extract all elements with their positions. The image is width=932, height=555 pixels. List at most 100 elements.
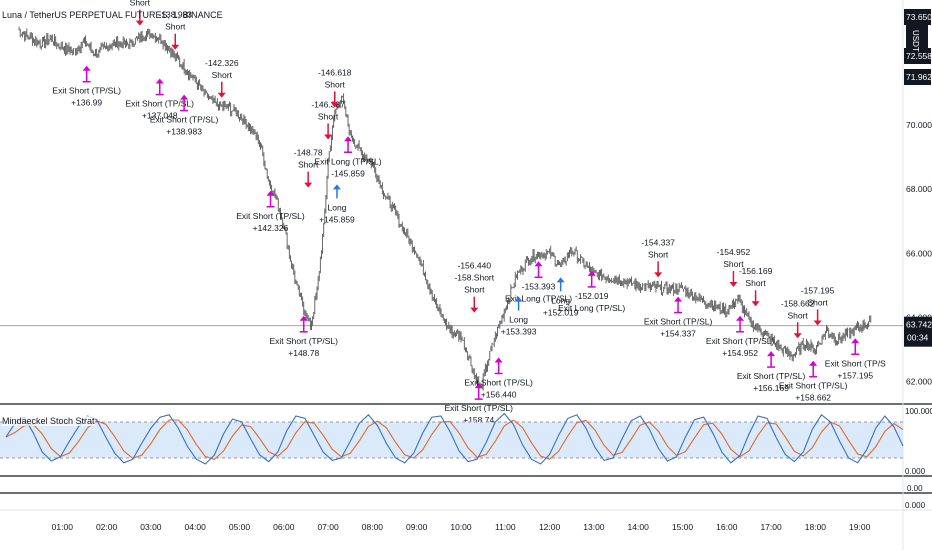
signal-label: +154.337 [660, 329, 696, 339]
signal-label: +136.99 [71, 98, 102, 108]
signal-label: -154.952 [717, 247, 751, 257]
short-arrow-head [654, 272, 663, 278]
signal-label: +156.440 [481, 389, 517, 399]
exit-arrow-head [82, 65, 91, 71]
short-arrow-head [324, 134, 333, 140]
exit-arrow-head [344, 136, 353, 142]
osc-k-line [5, 412, 904, 465]
time-tick-label: 08:00 [362, 522, 384, 532]
osc-axis-bottom: 0.000 [905, 467, 926, 476]
last-price-tag [904, 316, 932, 347]
long-arrow-head [556, 277, 565, 283]
indicator-title[interactable]: Mindaeckel Stoch Strat [2, 416, 95, 426]
exit-arrow-head [809, 360, 818, 366]
osc-d-line [5, 419, 904, 461]
signal-label: Exit Short (TP/S [825, 358, 886, 368]
signal-label: +152.019 [543, 307, 579, 317]
price-tick-label: 68.000 [906, 184, 932, 194]
short-arrow-head [813, 320, 822, 326]
signal-label: -154.337 [641, 237, 675, 247]
exit-arrow-head [494, 357, 503, 363]
price-tag-bg [904, 48, 931, 64]
signal-label: Short [165, 22, 186, 32]
signal-label: +154.952 [722, 348, 758, 358]
exit-arrow-head [767, 351, 776, 357]
signal-label: Short [723, 259, 744, 269]
osc-band-fill [0, 422, 903, 458]
price-tags: 73.650 72.558 71.962 [904, 9, 932, 85]
signal-label: +153.393 [501, 327, 537, 337]
signal-label: Exit Short (TP/SL) [464, 377, 533, 387]
short-arrow-head [729, 281, 738, 287]
last-price-label: 63.742 [906, 320, 932, 330]
price-tag-label: 73.650 [906, 12, 932, 22]
signal-label: Short [648, 249, 669, 259]
extra-pane-label: 0.00 [907, 484, 923, 493]
short-arrow-head [751, 301, 760, 307]
signal-label: +156.169 [753, 383, 789, 393]
time-tick-label: 16:00 [716, 522, 738, 532]
signals: Short -138.983 Short -142.326 Short -148.78 Sh… [52, 0, 886, 425]
osc-axis-top: 100.000 [905, 407, 932, 416]
signal-label: Exit Short (TP/SL) [126, 99, 195, 109]
exit-arrow-head [180, 94, 189, 100]
signal-label: -152.019 [575, 291, 609, 301]
signal-label: -156.169 [739, 266, 773, 276]
exit-arrow-head [299, 315, 308, 321]
signal-label: +138.983 [166, 127, 202, 137]
price-tick-label: 62.000 [906, 377, 932, 387]
time-tick-label: 13:00 [583, 522, 605, 532]
short-arrow-head [793, 333, 802, 339]
time-tick-label: 04:00 [185, 522, 207, 532]
signal-label: Short [212, 70, 233, 80]
signal-label: Short [807, 297, 828, 307]
time-tick-label: 14:00 [628, 522, 650, 532]
bar-countdown: 00:34 [907, 333, 929, 343]
price-series [18, 26, 872, 391]
time-tick-label: 05:00 [229, 522, 251, 532]
time-tick-label: 09:00 [406, 522, 428, 532]
signal-label: Exit Short (TP/SL) [706, 336, 775, 346]
signal-label: +137.048 [142, 111, 178, 121]
signal-label: Exit Short (TP/SL) [269, 336, 338, 346]
time-tick-label: 12:00 [539, 522, 561, 532]
signal-label: -145.859 [331, 168, 365, 178]
signal-label: -146.387 [311, 99, 345, 109]
time-tick-label: 10:00 [450, 522, 472, 532]
exit-arrow-head [266, 190, 275, 196]
price-tag-bg [904, 69, 931, 85]
short-arrow-head [304, 182, 313, 188]
signal-label: Long [327, 202, 346, 212]
signal-label: Short [325, 79, 346, 89]
signal-label: -148.78 [294, 148, 323, 158]
signal-label: Exit Long (TP/SL) [314, 156, 381, 166]
signal-label: Exit Long (TP/SL) [505, 293, 572, 303]
price-tick-label: 70.000 [906, 120, 932, 130]
extra-pane-label: 0.000 [905, 501, 926, 510]
signal-label: Short [130, 0, 151, 8]
price-tag-label: 71.962 [906, 72, 932, 82]
signal-label: Exit Short (TP/SL) [52, 86, 121, 96]
time-tick-label: 02:00 [96, 522, 118, 532]
exit-arrow-head [674, 296, 683, 302]
time-tick-label: 11:00 [495, 522, 516, 532]
long-arrow-head [332, 184, 341, 190]
time-tick-label: 01:00 [52, 522, 74, 532]
exit-arrow-head [534, 261, 543, 267]
time-tick-label: 19:00 [849, 522, 871, 532]
time-tick-label: 18:00 [805, 522, 827, 532]
signal-label: -142.326 [205, 58, 239, 68]
time-tick-label: 03:00 [140, 522, 162, 532]
time-tick-label: 15:00 [672, 522, 694, 532]
signal-label: Short [464, 285, 485, 295]
signal-label: +145.859 [319, 214, 355, 224]
exit-arrow-head [155, 78, 164, 84]
signal-label: Exit Short (TP/SL) [779, 381, 848, 391]
symbol-title[interactable]: Luna / TetherUS PERPETUAL FUTURES, 1, BI… [2, 10, 223, 20]
signal-label: Exit Long (TP/SL) [558, 303, 625, 313]
signal-label: -146.618 [318, 67, 352, 77]
signal-label: Short [745, 278, 766, 288]
signal-label: Exit Short (TP/SL) [444, 403, 513, 413]
